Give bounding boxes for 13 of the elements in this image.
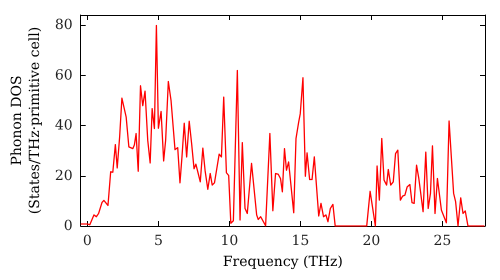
y-tick-label: 60 — [54, 67, 73, 84]
y-tick-label: 40 — [54, 118, 73, 134]
x-tick-label: 0 — [82, 233, 92, 249]
y-tick-label: 0 — [64, 218, 73, 234]
x-axis-title: Frequency (THz) — [222, 254, 343, 270]
y-tick-label: 80 — [54, 17, 73, 34]
x-tick-label: 20 — [362, 233, 380, 249]
y-axis-title: Phonon DOS (States/THz·primitive cell) — [9, 26, 43, 214]
x-tick-label: 5 — [154, 233, 163, 249]
x-tick-label: 15 — [291, 233, 310, 249]
y-tick-label: 20 — [54, 168, 73, 184]
x-tick-label: 25 — [433, 233, 452, 249]
x-tick-label: 10 — [220, 233, 238, 249]
